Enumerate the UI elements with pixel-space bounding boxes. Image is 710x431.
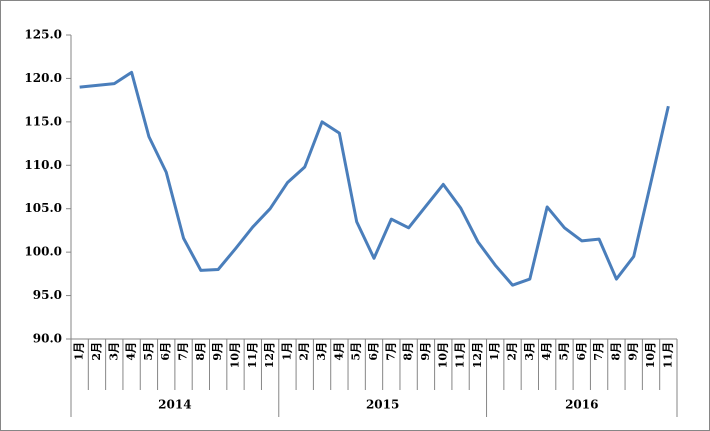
y-tick-label: 100.0 <box>24 245 62 259</box>
x-tick-label: 1月 <box>488 342 501 361</box>
y-tick-label: 120.0 <box>24 71 62 85</box>
y-tick-label: 95.0 <box>33 288 62 302</box>
x-tick-label: 6月 <box>367 342 380 361</box>
y-tick-label: 90.0 <box>33 332 62 346</box>
x-tick-label: 4月 <box>540 342 553 361</box>
x-tick-label: 2月 <box>298 342 311 361</box>
x-tick-label: 3月 <box>107 342 120 361</box>
x-tick-label: 10月 <box>436 342 449 368</box>
y-tick-label: 125.0 <box>24 28 62 42</box>
x-tick-label: 10月 <box>228 342 241 368</box>
x-tick-label: 4月 <box>125 342 138 361</box>
x-tick-label: 12月 <box>471 342 484 368</box>
x-tick-label: 11月 <box>246 342 259 368</box>
x-tick-label: 5月 <box>142 342 155 361</box>
x-tick-label: 2月 <box>90 342 103 361</box>
x-tick-label: 6月 <box>159 342 172 361</box>
y-tick-label: 110.0 <box>24 158 62 172</box>
x-tick-label: 1月 <box>280 342 293 361</box>
x-tick-label: 6月 <box>575 342 588 361</box>
x-tick-label: 3月 <box>523 342 536 361</box>
x-tick-label: 1月 <box>73 342 86 361</box>
x-tick-label: 8月 <box>402 342 415 361</box>
x-tick-label: 9月 <box>419 342 432 361</box>
x-tick-label: 7月 <box>177 342 190 361</box>
x-tick-label: 10月 <box>644 342 657 368</box>
x-tick-label: 7月 <box>592 342 605 361</box>
group-label: 2015 <box>366 398 399 412</box>
y-tick-label: 115.0 <box>24 114 62 128</box>
x-tick-label: 11月 <box>454 342 467 368</box>
x-tick-label: 8月 <box>609 342 622 361</box>
x-tick-label: 5月 <box>557 342 570 361</box>
x-tick-label: 5月 <box>350 342 363 361</box>
y-tick-label: 105.0 <box>24 201 62 215</box>
x-tick-label: 3月 <box>315 342 328 361</box>
x-tick-label: 2月 <box>506 342 519 361</box>
data-line <box>79 70 670 287</box>
x-tick-label: 9月 <box>627 342 640 361</box>
x-tick-label: 11月 <box>661 342 674 368</box>
group-label: 2016 <box>565 398 598 412</box>
x-tick-label: 9月 <box>211 342 224 361</box>
group-label: 2014 <box>158 398 191 412</box>
x-tick-label: 12月 <box>263 342 276 368</box>
x-tick-label: 7月 <box>384 342 397 361</box>
x-tick-label: 4月 <box>332 342 345 361</box>
x-tick-label: 8月 <box>194 342 207 361</box>
